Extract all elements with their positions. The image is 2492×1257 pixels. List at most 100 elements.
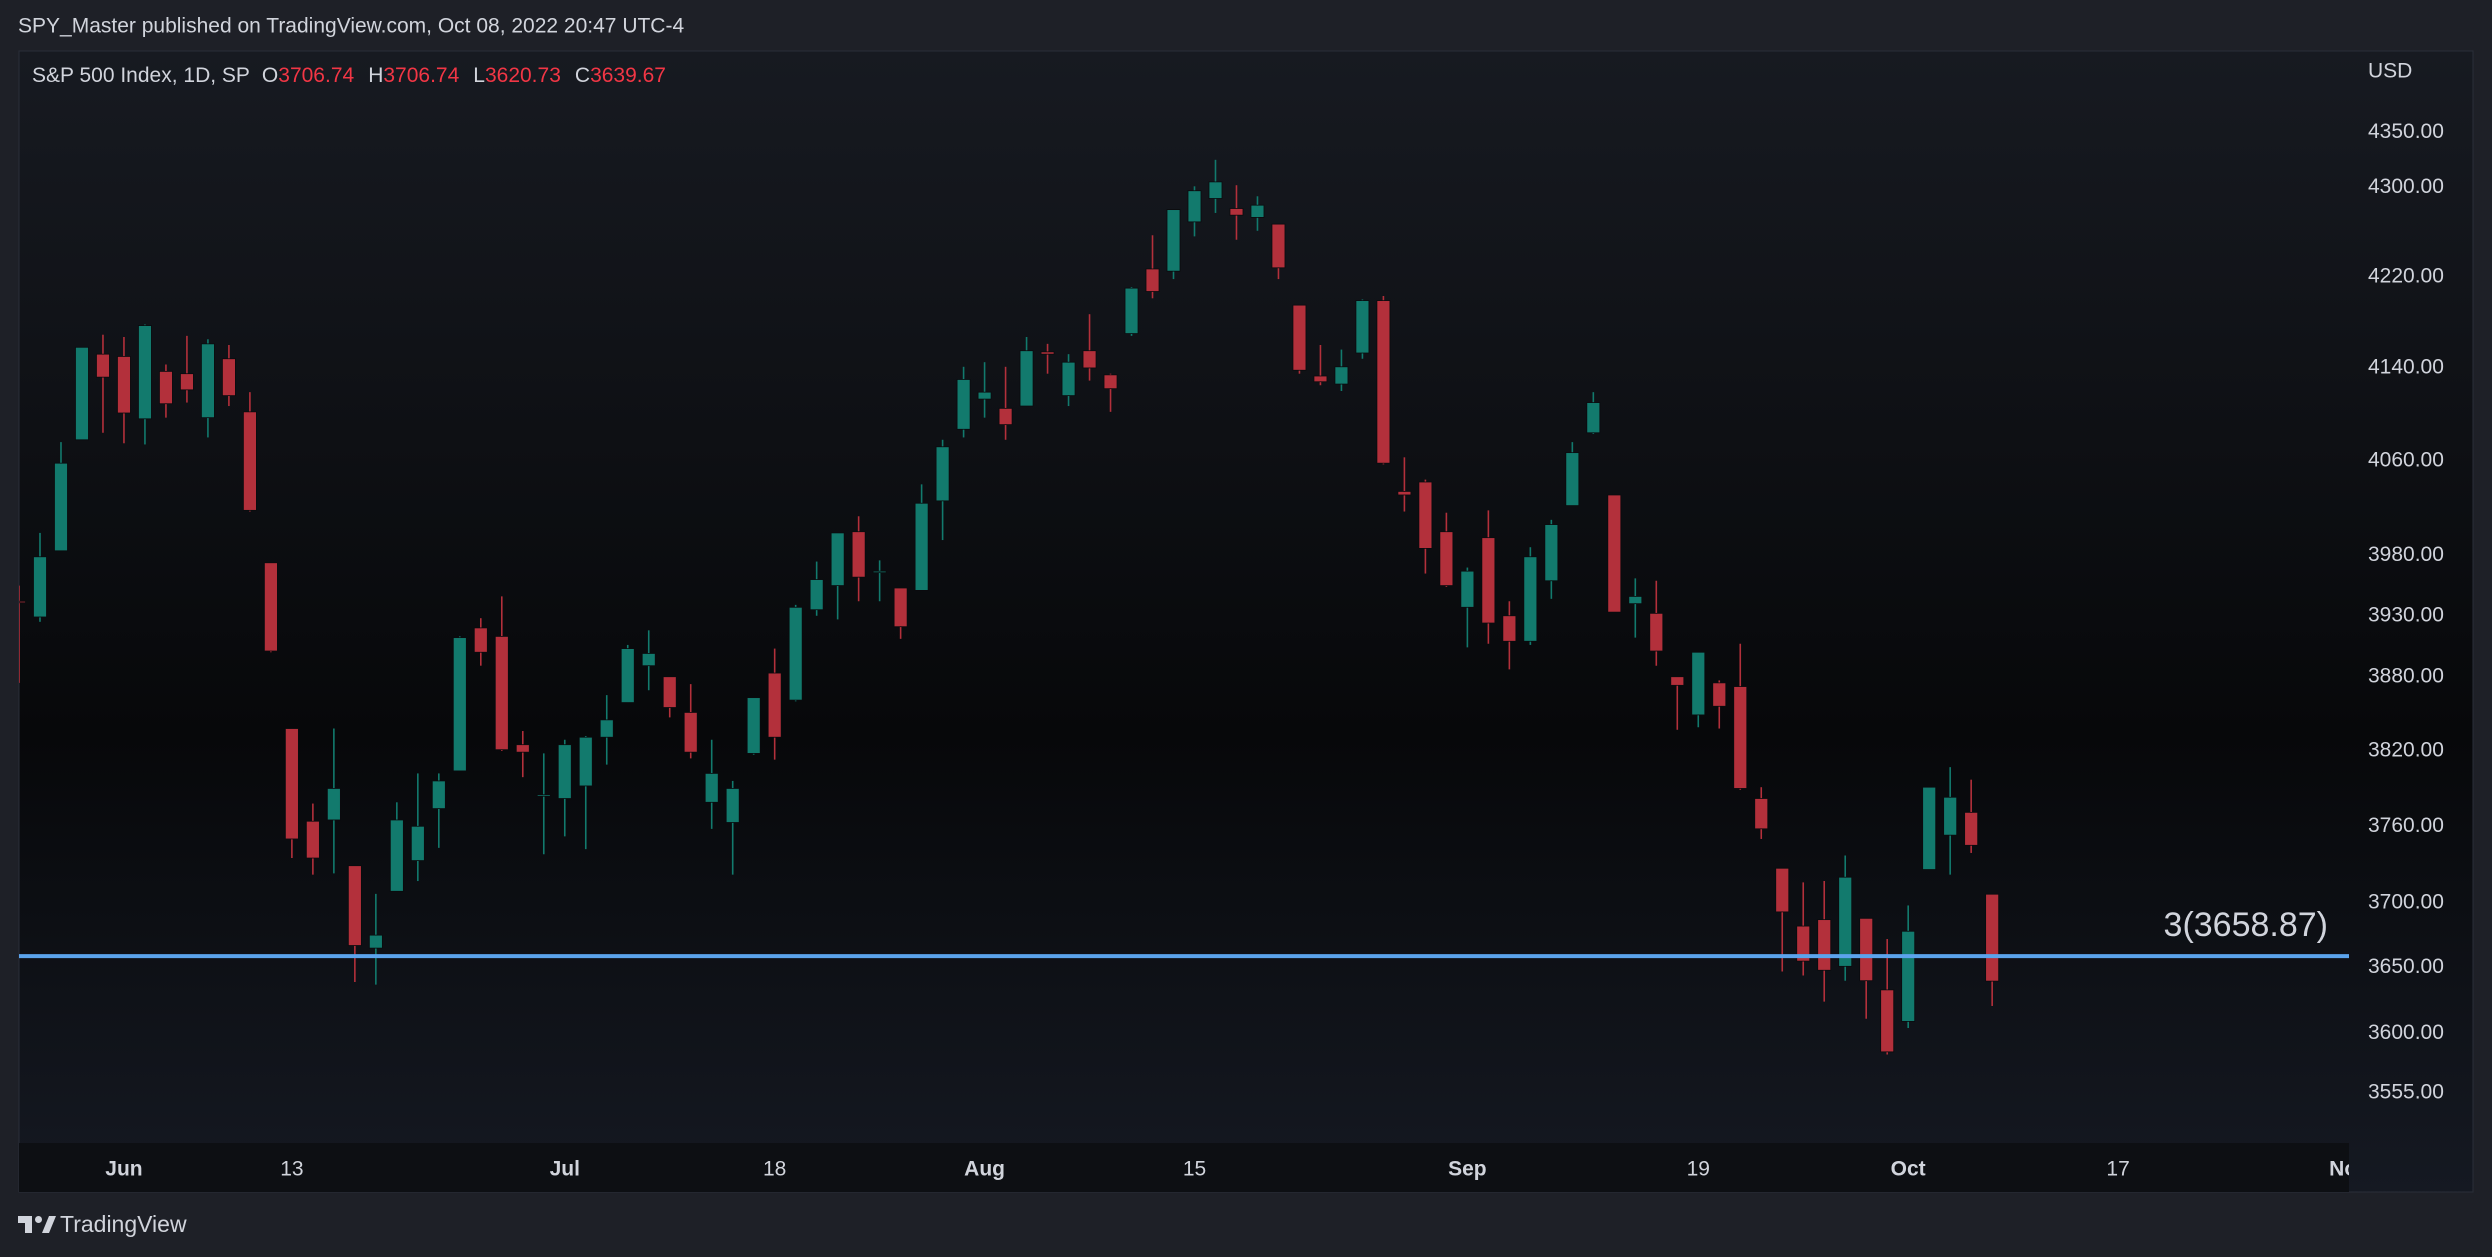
- candle-body: [1040, 351, 1055, 355]
- y-tick-label: 4220.00: [2368, 264, 2444, 287]
- candle-body: [662, 676, 677, 708]
- candle-body: [389, 819, 404, 892]
- x-tick-label: Jul: [550, 1158, 580, 1181]
- candle-body: [1586, 402, 1601, 434]
- y-tick-label: 4350.00: [2368, 120, 2444, 143]
- candle-body: [1712, 682, 1727, 707]
- candle-body: [494, 636, 509, 751]
- candle-body: [138, 325, 152, 420]
- candle-body: [1943, 796, 1958, 836]
- candle-body: [599, 719, 614, 738]
- x-tick-labels: Jun 13 Jul 18 Aug 15 Sep 19 Oct 17 Nov: [105, 1158, 2349, 1181]
- candle-body: [54, 462, 68, 552]
- candle-body: [222, 358, 236, 397]
- candle-body: [1439, 531, 1454, 586]
- candle-body: [1229, 208, 1244, 216]
- candle-body: [1544, 524, 1559, 582]
- x-tick-label: 19: [1687, 1158, 1710, 1181]
- candle-body: [431, 780, 446, 809]
- candle-body: [788, 606, 803, 701]
- candle-body: [767, 672, 782, 738]
- legend-value: 3706.74: [383, 64, 459, 87]
- candle-body: [515, 744, 530, 753]
- candle-body: [1607, 494, 1622, 613]
- y-tick-label: 3555.00: [2368, 1081, 2444, 1104]
- y-tick-label: 3880.00: [2368, 664, 2444, 687]
- y-tick-label: 4060.00: [2368, 448, 2444, 471]
- candle-body: [893, 587, 908, 628]
- candle-body: [473, 627, 488, 653]
- level-label: 3(3658.87): [2164, 906, 2328, 944]
- candle-body: [452, 637, 467, 772]
- candle-body: [1166, 209, 1181, 272]
- candle-body: [305, 820, 320, 859]
- y-tick-label: 4300.00: [2368, 175, 2444, 198]
- candle-body: [998, 407, 1013, 426]
- candle-body: [914, 502, 929, 591]
- candle-body: [75, 346, 89, 441]
- candle-body: [1502, 615, 1517, 642]
- ohlc-legend: S&P 500 Index, 1D, SP O3706.74 H3706.74 L36…: [32, 64, 666, 87]
- candle-body: [1145, 268, 1160, 292]
- y-tick-label: 3650.00: [2368, 955, 2444, 978]
- candle-body: [1061, 361, 1076, 397]
- candle-body: [1901, 930, 1916, 1022]
- y-tick-label: 3980.00: [2368, 543, 2444, 566]
- x-tick-label: Sep: [1448, 1158, 1487, 1181]
- legend-value: 3620.73: [485, 64, 561, 87]
- candle-body: [578, 736, 593, 787]
- candle-body: [1523, 556, 1538, 642]
- legend-value: 3639.67: [590, 64, 666, 87]
- x-tick-label: 15: [1183, 1158, 1206, 1181]
- x-tick-label: 13: [280, 1158, 303, 1181]
- time-axis: [19, 1143, 2349, 1192]
- candle-body: [326, 788, 341, 821]
- candle-body: [1292, 304, 1307, 371]
- x-tick-label: Aug: [964, 1158, 1005, 1181]
- candle-body: [1670, 676, 1685, 686]
- candle-body: [725, 788, 740, 823]
- candle-body: [1103, 374, 1118, 390]
- legend-key: O: [262, 64, 278, 87]
- candle-body: [410, 825, 425, 861]
- y-tick-label: 3600.00: [2368, 1021, 2444, 1044]
- candle-body: [830, 532, 845, 586]
- candle-body: [159, 370, 173, 405]
- candle-body: [33, 556, 47, 618]
- candle-body: [1880, 989, 1895, 1053]
- candle-body: [746, 697, 761, 754]
- candle-body: [1397, 491, 1412, 496]
- candle-body: [809, 579, 824, 611]
- candle-body: [1691, 651, 1706, 716]
- candle-body: [1838, 876, 1853, 967]
- candle-body: [1628, 596, 1643, 605]
- y-tick-label: 4140.00: [2368, 355, 2444, 378]
- candle-body: [1565, 452, 1580, 507]
- candle-body: [935, 446, 950, 502]
- candle-body: [1775, 867, 1790, 913]
- candle-body: [201, 343, 215, 419]
- candle-body: [1733, 686, 1748, 789]
- candle-body: [1124, 287, 1139, 334]
- plot-area: [19, 159, 2349, 1055]
- candle-body: [1313, 375, 1328, 383]
- candle-body: [1649, 612, 1664, 652]
- brand-logo: [18, 1216, 56, 1233]
- x-tick-label: Jun: [105, 1158, 142, 1181]
- candle-body: [536, 794, 551, 797]
- candle-body: [1271, 223, 1286, 269]
- candle-body: [872, 570, 887, 574]
- candle-body: [284, 728, 299, 840]
- candle-body: [347, 865, 362, 946]
- y-tick-label: 3760.00: [2368, 814, 2444, 837]
- candle-body: [1796, 925, 1811, 962]
- candle-body: [641, 653, 656, 667]
- candle-body: [1985, 893, 2000, 982]
- candle-body: [1334, 366, 1349, 385]
- publisher-line: SPY_Master published on TradingView.com,…: [18, 15, 684, 38]
- candle-body: [1376, 300, 1391, 464]
- candle-body: [977, 391, 992, 400]
- candle-body: [683, 712, 698, 753]
- candle-body: [620, 648, 635, 703]
